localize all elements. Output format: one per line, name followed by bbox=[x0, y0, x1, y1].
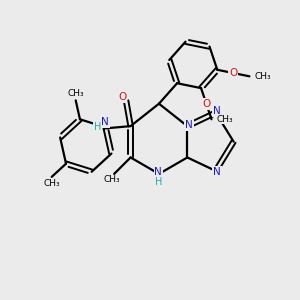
Text: CH₃: CH₃ bbox=[103, 176, 120, 184]
Text: O: O bbox=[118, 92, 127, 102]
Text: CH₃: CH₃ bbox=[255, 72, 272, 81]
Text: O: O bbox=[202, 99, 210, 109]
Text: N: N bbox=[154, 167, 162, 177]
Text: N: N bbox=[185, 120, 193, 130]
Text: CH₃: CH₃ bbox=[44, 179, 60, 188]
Text: O: O bbox=[229, 68, 238, 78]
Text: N: N bbox=[213, 167, 221, 177]
Text: N: N bbox=[213, 106, 221, 116]
Text: H: H bbox=[155, 177, 163, 187]
Text: H: H bbox=[94, 122, 101, 132]
Text: CH₃: CH₃ bbox=[68, 89, 84, 98]
Text: CH₃: CH₃ bbox=[217, 115, 233, 124]
Text: N: N bbox=[101, 117, 109, 127]
